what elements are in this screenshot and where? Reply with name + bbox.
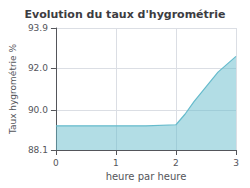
svg-text:90.0: 90.0 <box>28 105 48 115</box>
svg-text:0: 0 <box>53 158 59 168</box>
svg-text:3: 3 <box>233 158 239 168</box>
svg-text:1: 1 <box>113 158 119 168</box>
svg-text:Taux hygrométrie %: Taux hygrométrie % <box>8 43 18 135</box>
svg-text:88.1: 88.1 <box>28 145 48 155</box>
svg-text:92.0: 92.0 <box>28 63 48 73</box>
svg-text:93.9: 93.9 <box>28 23 48 33</box>
svg-text:Evolution du taux d'hygrométri: Evolution du taux d'hygrométrie <box>25 8 226 21</box>
svg-text:heure par heure: heure par heure <box>106 171 187 182</box>
svg-text:2: 2 <box>173 158 179 168</box>
